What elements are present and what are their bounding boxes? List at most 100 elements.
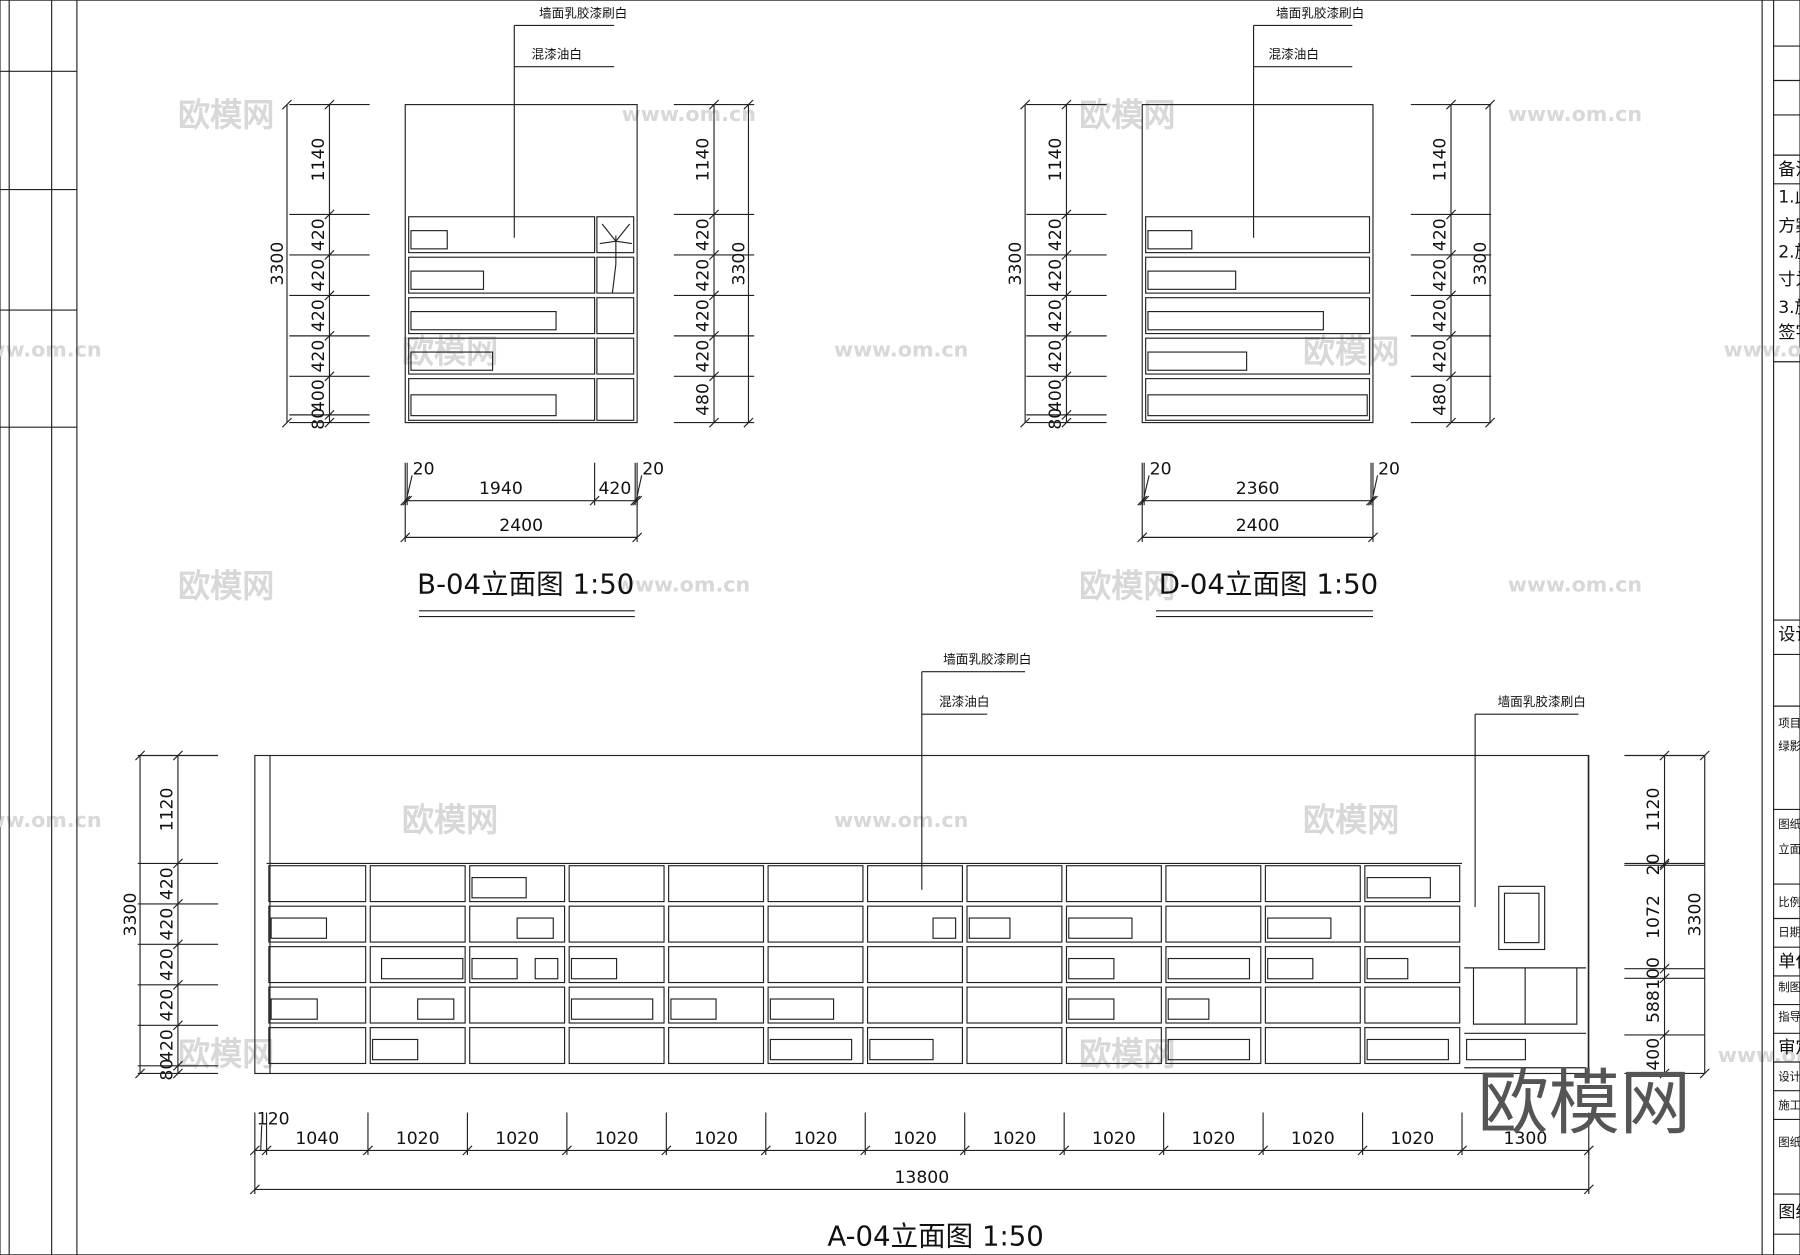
dimension-tick bbox=[324, 249, 335, 260]
dimension-tick bbox=[172, 750, 183, 761]
dimension-label: 2360 bbox=[1236, 479, 1280, 499]
callout-label: 混漆油白 bbox=[532, 47, 582, 62]
dimension-label: 80 bbox=[158, 1059, 178, 1081]
title-block-label: 设计 bbox=[1778, 625, 1800, 645]
shelf bbox=[866, 1027, 963, 1065]
title-block-label: 图纸 bbox=[1778, 1202, 1800, 1222]
books bbox=[570, 957, 618, 980]
picture-frame bbox=[1498, 885, 1546, 951]
title-block-label: 方案 bbox=[1778, 216, 1800, 236]
shelf bbox=[1145, 256, 1371, 294]
watermark: 欧模网 bbox=[1079, 1035, 1175, 1073]
dimension-label: 420 bbox=[1431, 259, 1451, 292]
dimension-tick bbox=[1367, 532, 1378, 543]
callout-label: 墙面乳胶漆刷白 bbox=[1498, 694, 1586, 709]
watermark: 欧模网 bbox=[178, 567, 274, 605]
dimension-tick bbox=[1258, 1145, 1269, 1156]
watermark: 欧模网 bbox=[1079, 567, 1175, 605]
dimension-label: 80 bbox=[1046, 408, 1066, 430]
books bbox=[270, 917, 328, 939]
shelf bbox=[1165, 1027, 1262, 1065]
books bbox=[769, 1038, 853, 1061]
shelf bbox=[268, 905, 367, 943]
dimension-label: 1140 bbox=[309, 138, 329, 182]
dimension-tick bbox=[1699, 750, 1710, 761]
dimension-label: 1020 bbox=[1092, 1129, 1136, 1149]
picture-frame bbox=[1503, 892, 1540, 944]
dimension-label: 1140 bbox=[1046, 138, 1066, 182]
books bbox=[471, 877, 527, 899]
dimension-tick bbox=[1061, 99, 1072, 110]
title-block-label: 制图 bbox=[1778, 980, 1800, 994]
shelf bbox=[469, 865, 566, 903]
dimension-tick bbox=[249, 1145, 260, 1156]
title-block-label: 指导 bbox=[1778, 1010, 1800, 1024]
dimension-label: 420 bbox=[158, 1029, 178, 1062]
dimension-tick bbox=[709, 290, 720, 301]
watermark: www.om.cn bbox=[834, 808, 968, 832]
books bbox=[1068, 957, 1115, 980]
dimension-tick bbox=[402, 495, 413, 506]
dimension-tick bbox=[1061, 209, 1072, 220]
shelf bbox=[469, 1027, 566, 1065]
title-block-label: 设计 bbox=[1778, 1069, 1800, 1083]
watermark: 欧模网 bbox=[1303, 333, 1399, 371]
dimension-tick bbox=[709, 371, 720, 382]
shelf bbox=[408, 337, 596, 375]
dimension-label: 3300 bbox=[268, 242, 288, 286]
plant bbox=[599, 223, 633, 293]
dimension-label: 1040 bbox=[295, 1129, 339, 1149]
dimension-tick bbox=[860, 1145, 871, 1156]
books bbox=[1366, 957, 1409, 980]
shelf bbox=[668, 946, 765, 984]
dimension-tick bbox=[281, 99, 292, 110]
dimension-tick bbox=[1139, 495, 1150, 506]
dimension-tick bbox=[1158, 1145, 1169, 1156]
dimension-label: 2400 bbox=[499, 516, 543, 536]
dimension-label: 1020 bbox=[1291, 1129, 1335, 1149]
dimension-tick bbox=[281, 417, 292, 428]
dimension-tick bbox=[632, 532, 643, 543]
dimension-label: 420 bbox=[309, 340, 329, 373]
dimension-label: 1072 bbox=[1644, 895, 1664, 939]
dimension-label: 120 bbox=[257, 1109, 290, 1129]
dimension-tick bbox=[1020, 417, 1031, 428]
shelf bbox=[408, 216, 596, 254]
elevation-title: A-04立面图 1:50 bbox=[827, 1221, 1044, 1253]
title-block-label: 绿影 bbox=[1778, 739, 1800, 753]
dimension-tick bbox=[324, 290, 335, 301]
dimension-label: 1140 bbox=[694, 138, 714, 182]
dimension-tick bbox=[1699, 1068, 1710, 1079]
books bbox=[270, 998, 318, 1020]
dimension-label: 420 bbox=[1431, 340, 1451, 373]
elevation-title: D-04立面图 1:50 bbox=[1159, 569, 1378, 601]
dimension-tick bbox=[135, 750, 146, 761]
title-block-label: 日期 bbox=[1778, 925, 1800, 939]
dimension-tick bbox=[172, 1060, 183, 1071]
books bbox=[1068, 917, 1133, 939]
books bbox=[1147, 394, 1368, 417]
dimension-tick bbox=[1659, 973, 1670, 984]
shelf bbox=[1065, 905, 1162, 943]
books bbox=[769, 998, 835, 1020]
shelf bbox=[408, 378, 596, 421]
books bbox=[1147, 230, 1193, 250]
dimension-tick bbox=[1659, 1068, 1670, 1079]
dimension-tick bbox=[1659, 963, 1670, 974]
shelf bbox=[408, 256, 596, 294]
dimension-tick bbox=[324, 417, 335, 428]
dimension-label: 588 bbox=[1644, 990, 1664, 1023]
dimension-label: 80 bbox=[309, 408, 329, 430]
dimension-label: 3300 bbox=[729, 242, 749, 286]
title-block-label: 审定 bbox=[1778, 1038, 1800, 1058]
dimension-tick bbox=[760, 1145, 771, 1156]
dimension-label: 420 bbox=[694, 299, 714, 332]
shelf bbox=[1364, 946, 1461, 984]
dimension-tick bbox=[1446, 99, 1457, 110]
shelf bbox=[1264, 946, 1361, 984]
callout-label: 墙面乳胶漆刷白 bbox=[539, 5, 627, 20]
dimension-label: 20 bbox=[1150, 460, 1172, 480]
shelf bbox=[469, 946, 566, 984]
shelf bbox=[767, 946, 864, 984]
